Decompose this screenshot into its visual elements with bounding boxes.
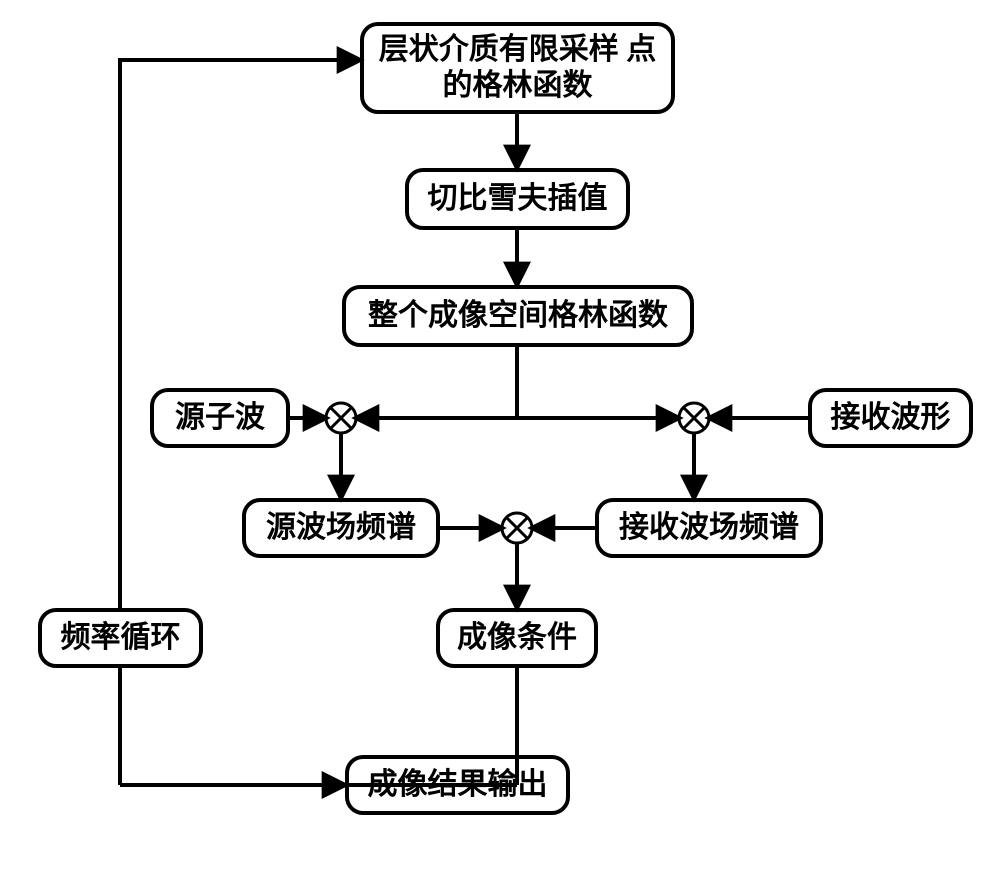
- multiply-node-center: [502, 513, 532, 543]
- node-label: 整个成像空间格林函数: [368, 298, 668, 334]
- node-label: 接收波形: [831, 400, 951, 436]
- node-label: 成像结果输出: [368, 767, 548, 803]
- node-green-function-sampled: 层状介质有限采样 点的格林函数: [360, 22, 675, 114]
- node-label: 切比雪夫插值: [428, 181, 608, 217]
- node-label: 接收波场频谱: [619, 510, 799, 546]
- node-label: 频率循环: [61, 620, 181, 656]
- node-label: 源子波: [175, 400, 265, 436]
- node-label: 源波场频谱: [266, 510, 416, 546]
- node-imaging-condition: 成像条件: [436, 608, 598, 668]
- node-imaging-output: 成像结果输出: [345, 755, 570, 815]
- multiply-node-right: [679, 403, 709, 433]
- node-receive-spectrum: 接收波场频谱: [595, 498, 823, 558]
- node-label: 成像条件: [457, 620, 577, 656]
- node-label: 层状介质有限采样 点的格林函数: [374, 32, 661, 104]
- node-source-spectrum: 源波场频谱: [242, 498, 440, 558]
- multiply-node-left: [326, 403, 356, 433]
- node-chebyshev-interp: 切比雪夫插值: [405, 168, 630, 230]
- node-received-waveform: 接收波形: [808, 388, 973, 448]
- node-frequency-loop: 频率循环: [38, 608, 203, 668]
- node-full-green-function: 整个成像空间格林函数: [342, 285, 694, 347]
- flowchart-canvas: 层状介质有限采样 点的格林函数 切比雪夫插值 整个成像空间格林函数 源子波 接收…: [0, 0, 1000, 875]
- node-source-wavelet: 源子波: [150, 388, 290, 448]
